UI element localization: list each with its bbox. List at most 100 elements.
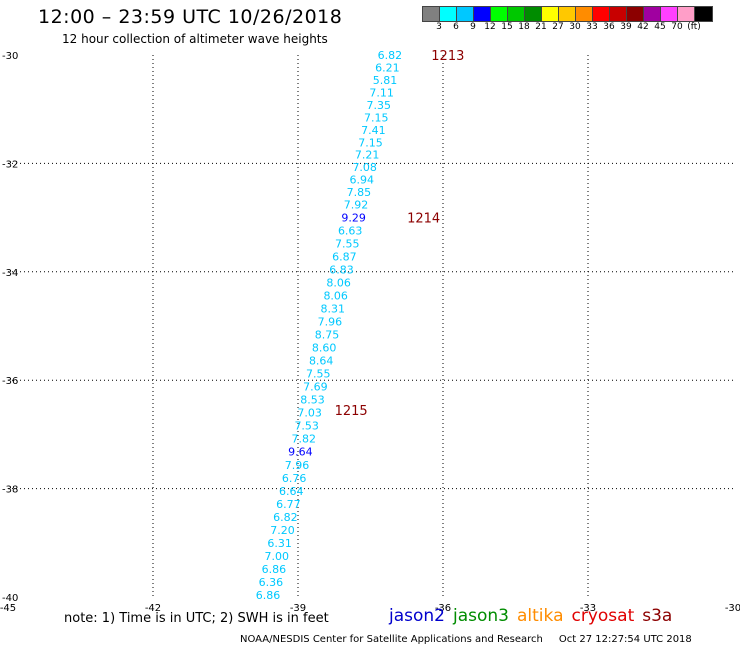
wave-height-label: 7.03 bbox=[297, 407, 322, 420]
wave-height-label: 7.20 bbox=[270, 524, 295, 537]
wave-height-label: 7.53 bbox=[294, 420, 319, 433]
legend-swatch-6 bbox=[525, 7, 542, 21]
legend-swatch-13 bbox=[644, 7, 661, 21]
time-label: 1213 bbox=[431, 49, 464, 64]
wave-height-label: 7.15 bbox=[358, 136, 383, 149]
y-tick-label: -30 bbox=[2, 51, 18, 62]
wave-height-label: 7.08 bbox=[352, 161, 377, 174]
generated-timestamp: Oct 27 12:27:54 UTC 2018 bbox=[558, 634, 692, 645]
wave-height-label: 7.11 bbox=[369, 86, 394, 99]
legend-label: 6 bbox=[453, 22, 459, 32]
legend-label: 27 bbox=[552, 22, 564, 32]
satellite-altika: altika bbox=[517, 606, 564, 626]
wave-height-label: 7.55 bbox=[306, 368, 331, 381]
wave-height-label: 8.75 bbox=[315, 329, 340, 342]
wave-height-points: 6.826.215.817.117.357.157.417.157.217.08… bbox=[256, 49, 402, 602]
x-tick-label: -33 bbox=[580, 603, 596, 614]
wave-height-label: 7.41 bbox=[361, 124, 386, 137]
legend-swatch-4 bbox=[491, 7, 508, 21]
wave-height-label: 8.06 bbox=[326, 277, 351, 290]
credit-text: NOAA/NESDIS Center for Satellite Applica… bbox=[240, 634, 543, 645]
legend-label: 39 bbox=[620, 22, 632, 32]
wave-height-label: 6.21 bbox=[375, 61, 400, 74]
legend-swatch-15 bbox=[678, 7, 695, 21]
legend-label: 33 bbox=[586, 22, 598, 32]
wave-height-label: 7.96 bbox=[318, 316, 343, 329]
wave-height-label: 7.21 bbox=[355, 149, 380, 162]
wave-height-label: 6.63 bbox=[338, 225, 363, 238]
legend-label: 15 bbox=[501, 22, 513, 32]
wave-height-label: 6.94 bbox=[350, 174, 375, 187]
legend-label: 18 bbox=[518, 22, 530, 32]
wave-height-label: 8.60 bbox=[312, 342, 337, 355]
wave-height-label: 9.29 bbox=[341, 212, 366, 225]
grid-lines bbox=[8, 55, 733, 597]
wave-height-label: 7.85 bbox=[347, 186, 372, 199]
legend-label: 70 bbox=[671, 22, 683, 32]
wave-height-label: 7.15 bbox=[364, 111, 389, 124]
legend-label: 36 bbox=[603, 22, 615, 32]
wave-height-label: 8.53 bbox=[300, 394, 325, 407]
x-tick-label: -30 bbox=[725, 603, 740, 614]
legend-swatch-16 bbox=[695, 7, 712, 21]
legend-swatch-7 bbox=[542, 7, 559, 21]
legend-label: 21 bbox=[535, 22, 547, 32]
wave-height-label: 8.64 bbox=[309, 355, 334, 368]
wave-height-label: 7.35 bbox=[366, 99, 391, 112]
legend-label: 42 bbox=[637, 22, 649, 32]
x-tick-label: -42 bbox=[145, 603, 161, 614]
time-labels: 1213 1214 1215 bbox=[335, 49, 465, 419]
wave-height-label: 6.83 bbox=[329, 264, 354, 277]
legend-swatch-10 bbox=[593, 7, 610, 21]
y-tick-label: -34 bbox=[2, 268, 18, 279]
color-scale-legend bbox=[422, 6, 713, 22]
wave-height-label: 6.82 bbox=[273, 511, 298, 524]
wave-height-label: 6.31 bbox=[267, 537, 292, 550]
legend-swatch-1 bbox=[440, 7, 457, 21]
wave-height-label: 5.81 bbox=[373, 74, 398, 87]
legend-swatch-14 bbox=[661, 7, 678, 21]
wave-height-label: 7.82 bbox=[292, 433, 317, 446]
legend-label: 30 bbox=[569, 22, 581, 32]
wave-height-label: 6.87 bbox=[332, 251, 357, 264]
legend-swatch-3 bbox=[474, 7, 491, 21]
satellite-jason3: jason3 bbox=[453, 606, 509, 626]
legend-swatch-5 bbox=[508, 7, 525, 21]
wave-height-label: 8.06 bbox=[323, 290, 348, 303]
wave-height-label: 6.86 bbox=[256, 589, 281, 602]
x-tick-label: -36 bbox=[435, 603, 451, 614]
legend-label: 3 bbox=[436, 22, 442, 32]
footer-note: note: 1) Time is in UTC; 2) SWH is in fe… bbox=[64, 611, 329, 626]
y-tick-label: -40 bbox=[2, 593, 18, 604]
legend-label: 9 bbox=[470, 22, 476, 32]
wave-height-label: 9.64 bbox=[288, 446, 313, 459]
wave-height-label: 7.96 bbox=[285, 459, 310, 472]
x-tick-label: -45 bbox=[0, 603, 16, 614]
axis-ticks: -45 -42 -39 -36 -33 -30 -30 -32 -34 -36 -38 -40 bbox=[0, 51, 740, 614]
legend-label: 12 bbox=[484, 22, 496, 32]
x-tick-label: -39 bbox=[290, 603, 306, 614]
satellite-legend: jason2 jason3 altika cryosat s3a bbox=[389, 606, 680, 626]
credit-line: NOAA/NESDIS Center for Satellite Applica… bbox=[240, 634, 692, 645]
time-label: 1215 bbox=[335, 404, 368, 419]
satellite-jason2: jason2 bbox=[389, 606, 445, 626]
y-tick-label: -32 bbox=[2, 159, 18, 170]
legend-swatch-12 bbox=[627, 7, 644, 21]
satellite-cryosat: cryosat bbox=[571, 606, 635, 626]
legend-swatch-8 bbox=[559, 7, 576, 21]
wave-height-label: 6.77 bbox=[276, 498, 301, 511]
wave-height-label: 6.64 bbox=[279, 485, 304, 498]
time-label: 1214 bbox=[407, 212, 440, 227]
wave-height-label: 7.00 bbox=[264, 550, 289, 563]
legend-swatch-0 bbox=[423, 7, 440, 21]
wave-height-label: 7.92 bbox=[344, 199, 369, 212]
satellite-s3a: s3a bbox=[642, 606, 673, 626]
legend-label: 45 bbox=[654, 22, 666, 32]
legend-swatch-11 bbox=[610, 7, 627, 21]
y-tick-label: -38 bbox=[2, 485, 18, 496]
legend-swatch-2 bbox=[457, 7, 474, 21]
wave-height-label: 6.82 bbox=[378, 49, 403, 62]
wave-height-label: 6.36 bbox=[259, 576, 284, 589]
